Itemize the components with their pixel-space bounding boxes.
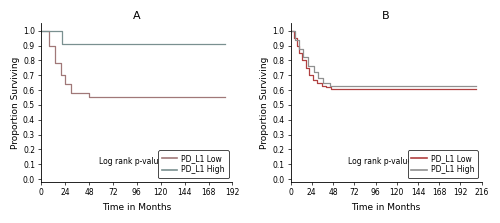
Y-axis label: Proportion Surviving: Proportion Surviving <box>11 56 20 149</box>
Legend: PD_L1 Low, PD_L1 High: PD_L1 Low, PD_L1 High <box>408 150 478 178</box>
Title: A: A <box>133 11 140 21</box>
Legend: PD_L1 Low, PD_L1 High: PD_L1 Low, PD_L1 High <box>158 150 228 178</box>
X-axis label: Time in Months: Time in Months <box>102 203 172 212</box>
Title: B: B <box>382 11 390 21</box>
Text: Log rank p-value=0.054: Log rank p-value=0.054 <box>98 157 191 166</box>
Y-axis label: Proportion Surviving: Proportion Surviving <box>260 56 270 149</box>
Text: Log rank p-value=0.747: Log rank p-value=0.747 <box>348 157 440 166</box>
X-axis label: Time in Months: Time in Months <box>352 203 421 212</box>
